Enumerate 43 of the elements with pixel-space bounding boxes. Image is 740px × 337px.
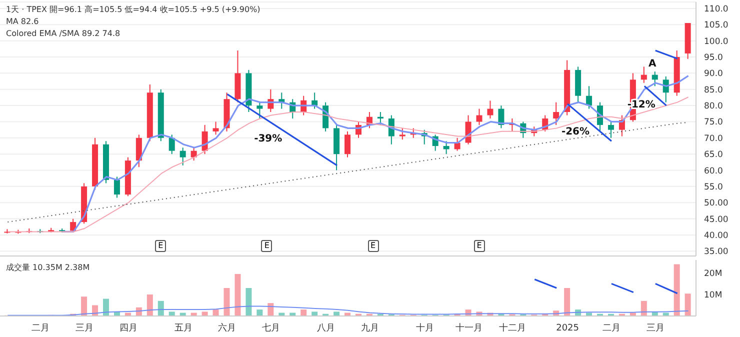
annotation: Colored EMA /SMA 89.2 74.8 (6, 28, 122, 40)
x-tick-label: 2025 (556, 323, 580, 334)
x-tick-label: 二月 (32, 323, 50, 334)
x-tick-label: 十月 (416, 322, 434, 334)
y-tick-label: 50.00 (704, 198, 728, 209)
y-tick-label: 80.0 (704, 102, 723, 112)
y-tick-label: 100.0 (704, 36, 728, 47)
x-tick-label: 十二月 (499, 322, 526, 334)
chart-title: 1天 · TPEX 開=96.1 高=105.5 低=94.4 收=105.5 +9.5 (+9.90%) (6, 4, 260, 16)
y-tick-label: 10M (704, 290, 722, 300)
y-tick-label: 55.0 (704, 182, 723, 192)
x-tick-label: 三月 (76, 323, 94, 334)
x-tick-label: 四月 (119, 323, 138, 334)
y-tick-label: 105.0 (704, 20, 728, 31)
text: MA 82.6 (6, 16, 40, 28)
x-tick-label: 十一月 (455, 322, 482, 334)
y-tick-label: 60.0 (704, 166, 723, 176)
y-tick-label: 40.00 (704, 230, 728, 241)
y-tick-label: 65.0 (704, 150, 723, 160)
y-tick-label: 95.0 (704, 53, 723, 64)
series-label: -26% (561, 126, 590, 138)
x-tick-label: 三月 (646, 323, 664, 334)
y-tick-label: 90.0 (704, 69, 723, 80)
x-tick-label: 七月 (262, 322, 280, 334)
x-tick-label: 八月 (317, 322, 336, 334)
y-tick-label: 75.0 (704, 118, 723, 128)
series-label: -39% (254, 134, 282, 145)
x-tick-label: 六月 (218, 322, 236, 334)
chart-title: 成交量 10.35M 2.38M (6, 262, 90, 274)
y-tick-label: 110.0 (704, 4, 728, 14)
series-label: A (648, 58, 656, 70)
y-tick-label: 45.00 (704, 214, 728, 225)
y-tick-label: 20M (704, 268, 722, 279)
annotation: E (368, 240, 379, 252)
annotation: E (155, 240, 166, 252)
y-tick-label: 85.0 (704, 85, 723, 96)
y-tick-label: 35.00 (704, 247, 728, 258)
x-tick-label: 五月 (174, 323, 192, 334)
x-tick-label: 九月 (360, 322, 379, 334)
x-tick-label: 二月 (602, 323, 620, 334)
annotation: E (261, 240, 272, 252)
y-tick-label: 70.0 (704, 134, 723, 144)
annotation: E (474, 240, 485, 252)
